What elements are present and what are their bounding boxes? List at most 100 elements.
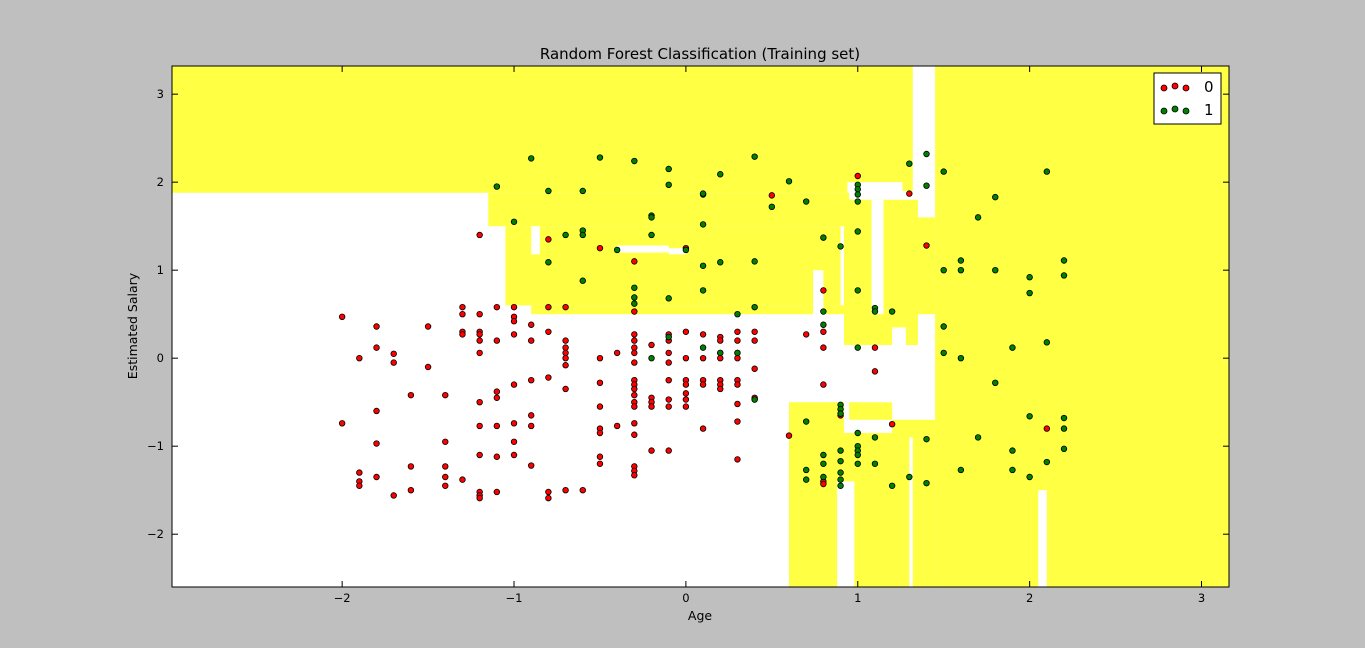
point-class-0 xyxy=(596,379,604,387)
point-class-1 xyxy=(957,266,965,274)
point-class-0 xyxy=(476,422,483,430)
legend-marker-1 xyxy=(1160,107,1168,115)
point-class-1 xyxy=(1043,168,1051,175)
point-class-1 xyxy=(837,482,844,489)
point-class-1 xyxy=(751,258,758,265)
point-class-0 xyxy=(734,418,741,425)
x-tick-label: −1 xyxy=(506,591,523,605)
point-class-0 xyxy=(699,381,707,388)
point-class-0 xyxy=(785,432,793,439)
point-class-1 xyxy=(820,234,827,241)
point-class-0 xyxy=(596,429,604,437)
point-class-0 xyxy=(476,337,483,344)
point-class-1 xyxy=(665,333,672,341)
point-class-0 xyxy=(803,331,810,338)
point-class-0 xyxy=(734,381,741,388)
point-class-0 xyxy=(734,337,741,344)
point-class-1 xyxy=(803,476,810,483)
point-class-0 xyxy=(631,337,638,344)
point-class-1 xyxy=(820,321,827,328)
point-class-0 xyxy=(648,341,655,349)
point-class-1 xyxy=(923,182,930,189)
point-class-0 xyxy=(820,344,827,351)
point-class-1 xyxy=(957,257,965,264)
point-class-1 xyxy=(579,277,586,284)
legend-box xyxy=(1153,72,1222,125)
point-class-1 xyxy=(631,284,638,291)
point-class-0 xyxy=(528,412,535,419)
point-class-0 xyxy=(820,480,827,488)
point-class-1 xyxy=(820,460,827,467)
legend-marker-1 xyxy=(1182,107,1190,115)
point-class-0 xyxy=(510,420,518,427)
point-class-1 xyxy=(940,323,947,330)
y-tick-label: −1 xyxy=(147,439,164,453)
point-class-1 xyxy=(648,214,655,221)
decision-region-class-1 xyxy=(172,66,848,193)
point-class-1 xyxy=(768,203,776,211)
decision-region-class-1 xyxy=(849,402,893,420)
point-class-0 xyxy=(631,359,638,366)
point-class-0 xyxy=(734,354,741,362)
point-class-0 xyxy=(631,472,638,479)
point-class-1 xyxy=(665,165,672,173)
point-class-0 xyxy=(613,422,621,430)
legend-marker-0 xyxy=(1182,84,1190,92)
point-class-0 xyxy=(665,359,672,366)
point-class-0 xyxy=(373,473,380,481)
point-class-1 xyxy=(1060,414,1068,422)
decision-region-class-1 xyxy=(912,428,936,587)
point-class-1 xyxy=(665,181,672,189)
decision-region-class-0 xyxy=(668,248,686,255)
point-class-0 xyxy=(1043,425,1051,432)
point-class-0 xyxy=(888,420,896,428)
point-class-1 xyxy=(785,178,793,185)
decision-region-class-0 xyxy=(531,226,540,255)
decision-region-class-0 xyxy=(617,245,669,253)
point-class-1 xyxy=(717,259,724,266)
point-class-0 xyxy=(442,473,449,481)
point-class-0 xyxy=(562,337,569,344)
point-class-1 xyxy=(1026,289,1033,297)
point-class-0 xyxy=(528,462,535,469)
point-class-0 xyxy=(631,349,638,357)
point-class-1 xyxy=(1026,413,1033,420)
point-class-0 xyxy=(528,422,535,430)
point-class-0 xyxy=(459,331,466,338)
point-class-1 xyxy=(837,457,844,465)
point-class-0 xyxy=(631,385,638,393)
point-class-0 xyxy=(751,365,758,372)
point-class-1 xyxy=(1060,272,1068,279)
decision-region-class-0 xyxy=(892,344,910,403)
point-class-1 xyxy=(854,287,861,294)
y-axis-ticks: −2 −1 0 1 2 3 xyxy=(147,87,1229,541)
legend-marker-0 xyxy=(1160,84,1168,92)
decision-region-class-0 xyxy=(837,481,855,587)
point-class-1 xyxy=(923,435,930,443)
point-class-1 xyxy=(1009,447,1016,454)
point-class-0 xyxy=(510,331,518,338)
point-class-0 xyxy=(682,354,690,362)
point-class-1 xyxy=(562,231,569,239)
point-class-1 xyxy=(1043,339,1051,346)
decision-region-class-1 xyxy=(806,432,910,587)
point-class-0 xyxy=(923,242,930,249)
point-class-1 xyxy=(906,473,913,481)
point-class-0 xyxy=(682,390,690,397)
point-class-0 xyxy=(682,328,690,335)
legend-marker-0 xyxy=(1171,82,1179,90)
point-class-1 xyxy=(699,190,707,197)
legend-entry-1: 1 xyxy=(1160,101,1214,119)
decision-region-class-1 xyxy=(531,305,850,315)
point-class-0 xyxy=(665,396,672,403)
point-class-0 xyxy=(493,488,501,496)
point-class-1 xyxy=(545,187,552,195)
point-class-1 xyxy=(717,171,724,178)
legend: 0 1 xyxy=(1153,72,1222,125)
point-class-1 xyxy=(493,183,501,190)
point-class-0 xyxy=(373,323,380,330)
x-axis-ticks: −2 −1 0 1 2 3 xyxy=(334,66,1205,605)
point-class-0 xyxy=(545,488,552,496)
point-class-0 xyxy=(493,394,501,401)
point-class-0 xyxy=(476,310,483,318)
